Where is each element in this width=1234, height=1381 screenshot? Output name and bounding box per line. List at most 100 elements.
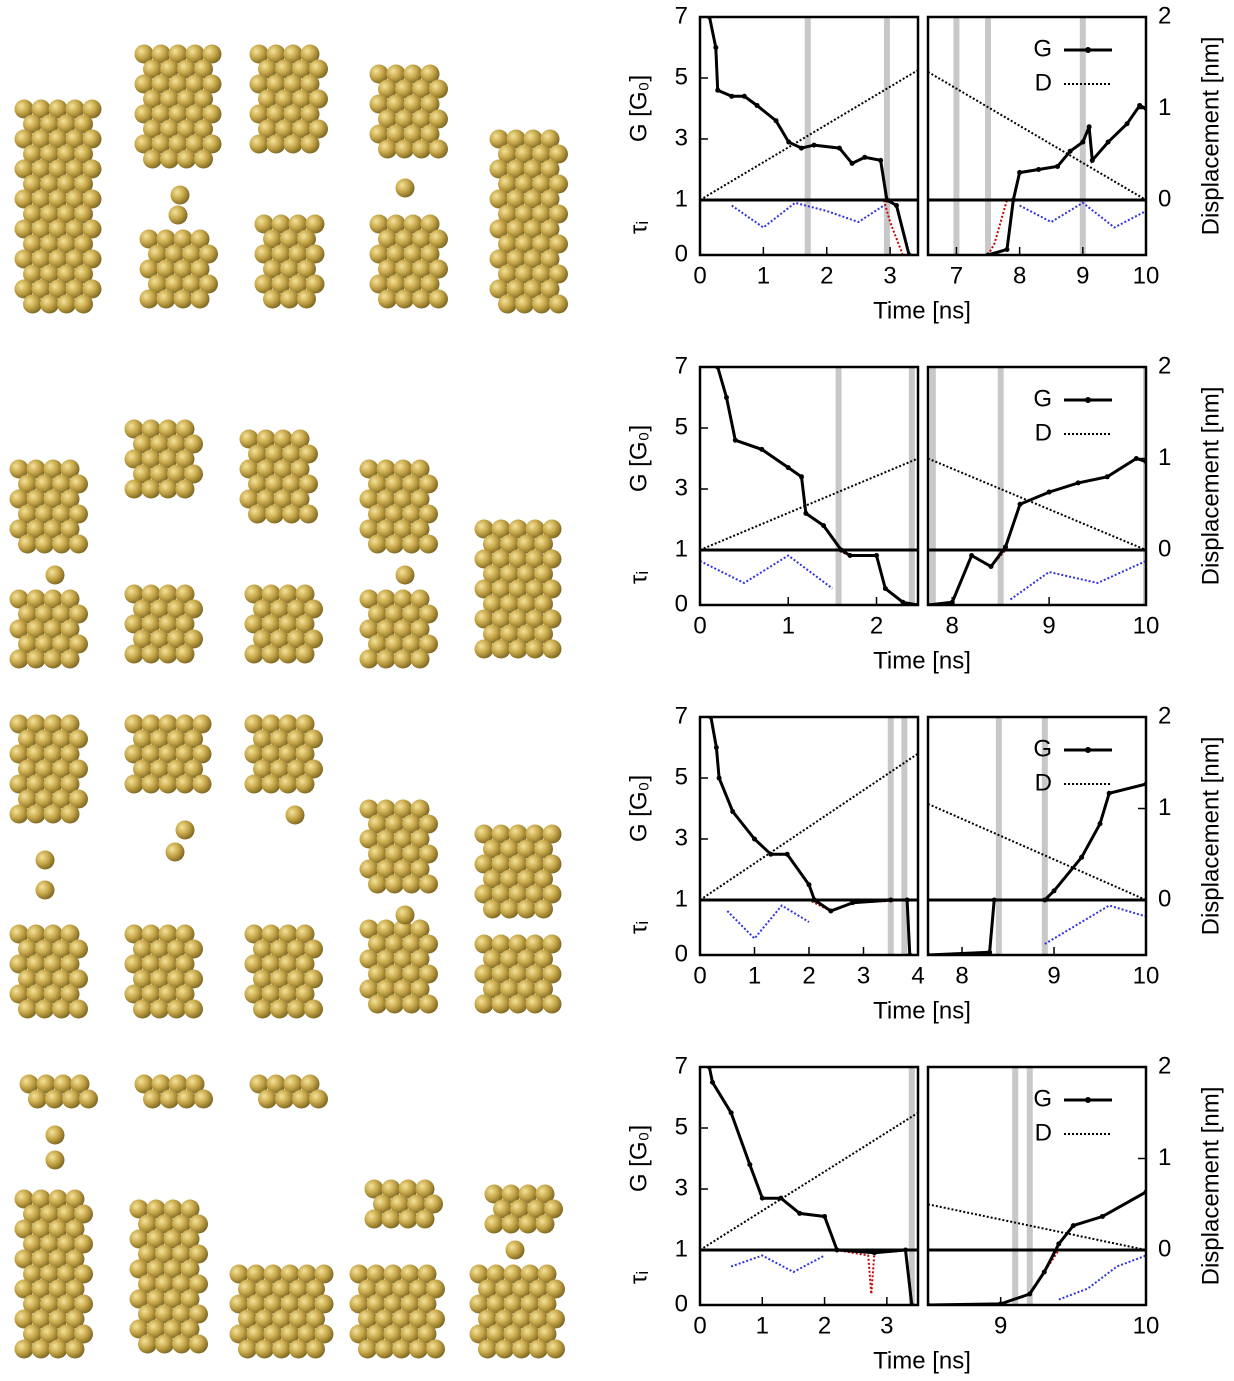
atom: [168, 44, 188, 64]
legend-point: [1085, 397, 1091, 403]
atom: [306, 1339, 325, 1359]
atom: [288, 274, 308, 294]
atom: [515, 174, 534, 194]
atom: [271, 274, 291, 294]
atom: [160, 89, 179, 109]
atom: [287, 729, 306, 749]
atom: [202, 134, 222, 154]
atom: [263, 229, 282, 249]
atom: [175, 449, 195, 469]
atom: [474, 854, 494, 874]
atom: [282, 444, 301, 464]
atom: [542, 639, 562, 659]
atom: [275, 59, 294, 79]
atom: [529, 1339, 548, 1359]
atom: [258, 119, 277, 139]
atom: [141, 954, 161, 974]
atom: [393, 919, 413, 939]
atom: [385, 634, 404, 654]
atom: [43, 954, 63, 974]
atom: [523, 189, 543, 209]
atom: [60, 924, 80, 944]
atom: [290, 489, 310, 509]
atom: [40, 144, 59, 164]
atom: [297, 259, 316, 279]
atom: [141, 584, 161, 604]
frame: [698, 1065, 920, 1307]
point: [878, 157, 884, 163]
atom: [146, 1289, 166, 1309]
atom: [167, 939, 186, 959]
atom: [177, 59, 196, 79]
atom: [26, 519, 46, 539]
atom: [82, 189, 102, 209]
atom: [244, 714, 264, 734]
atom: [393, 619, 413, 639]
x-tick-label: 2: [802, 962, 815, 989]
atom: [199, 274, 218, 294]
atom: [167, 969, 186, 989]
point: [715, 87, 721, 93]
frame: [698, 715, 920, 957]
atom: [26, 924, 46, 944]
atom: [146, 1319, 166, 1339]
atom: [532, 144, 551, 164]
atom: [165, 842, 185, 862]
atom: [26, 714, 46, 734]
atom: [158, 584, 178, 604]
atom: [74, 1324, 93, 1344]
y2-axis-label: Displacement [nm]: [1197, 737, 1224, 936]
atom: [491, 964, 511, 984]
atom: [175, 954, 195, 974]
atom: [14, 1309, 34, 1329]
y-tick-label: 7: [675, 702, 688, 729]
atom: [542, 519, 562, 539]
atom: [300, 1074, 320, 1094]
x-tick-label: 4: [911, 962, 924, 989]
atom: [508, 934, 528, 954]
atom: [292, 1089, 311, 1109]
atom: [376, 979, 396, 999]
x-tick-label: 1: [782, 612, 795, 639]
series-line: [700, 199, 904, 255]
atom: [9, 649, 29, 669]
atom: [278, 744, 298, 764]
atom: [23, 114, 42, 134]
atom: [420, 274, 440, 294]
atom: [175, 479, 195, 499]
atom: [549, 204, 568, 224]
atom: [26, 459, 46, 479]
atom: [383, 1264, 403, 1284]
atom: [160, 149, 179, 169]
atom: [376, 459, 396, 479]
atom: [386, 64, 406, 84]
atom: [26, 649, 46, 669]
atom: [57, 234, 76, 254]
atom: [175, 774, 195, 794]
y2-tick-label: 0: [1158, 885, 1171, 912]
atom: [14, 159, 34, 179]
point: [798, 474, 804, 480]
atom: [273, 429, 293, 449]
atom: [512, 1339, 531, 1359]
atom: [508, 609, 528, 629]
atom: [305, 214, 325, 234]
atom: [173, 259, 193, 279]
atom: [40, 204, 59, 224]
x-tick-label: 0: [693, 612, 706, 639]
atom: [525, 994, 545, 1014]
atom: [57, 1204, 76, 1224]
atom: [184, 939, 203, 959]
series-line: [730, 1254, 826, 1274]
atom: [287, 599, 306, 619]
atom: [508, 579, 528, 599]
atom: [65, 99, 85, 119]
atom: [474, 964, 494, 984]
atom: [160, 59, 179, 79]
atom: [469, 1294, 489, 1314]
atom: [409, 1279, 428, 1299]
series-line: [1019, 201, 1146, 229]
atom: [254, 274, 274, 294]
atom: [515, 294, 534, 314]
point: [1046, 489, 1052, 495]
